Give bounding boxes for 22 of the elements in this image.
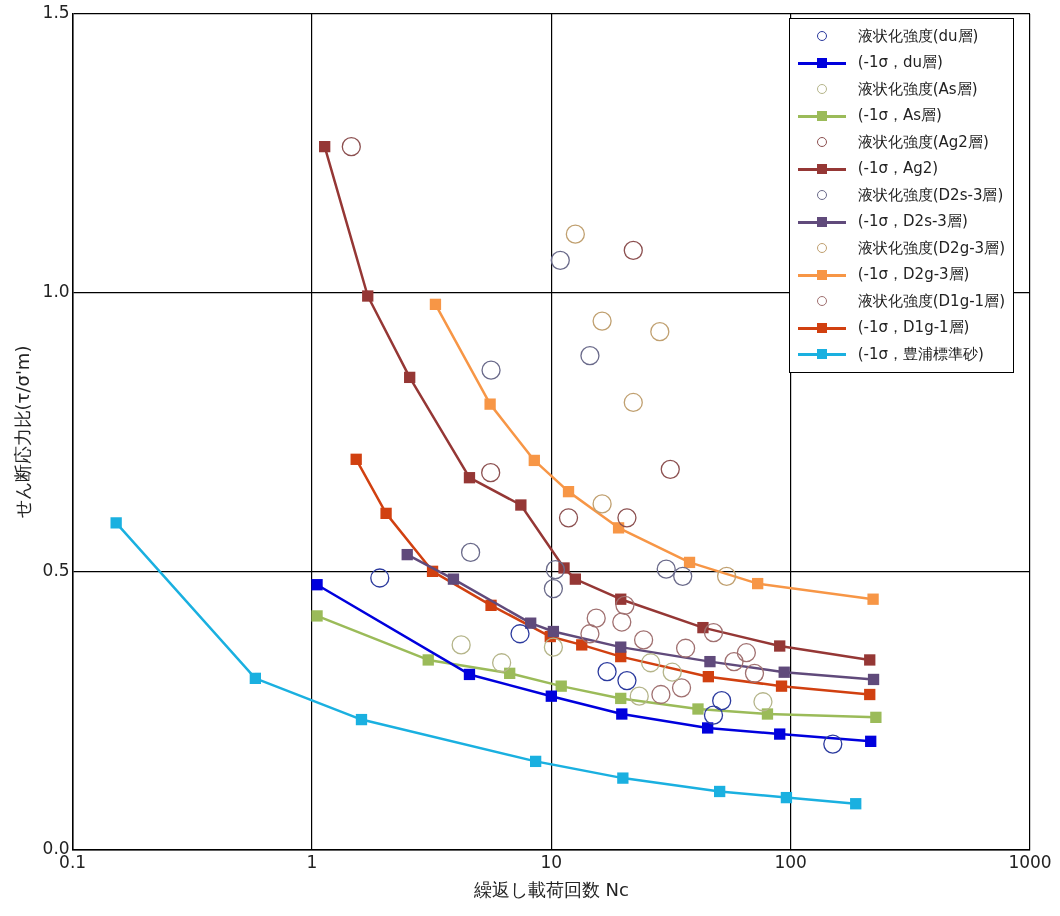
legend-label: 液状化強度(D2g-3層) — [857, 238, 1005, 258]
y-tick-label: 0.5 — [42, 559, 70, 580]
y-tick-label: 1.0 — [42, 281, 70, 302]
legend-label: 液状化強度(D2s-3層) — [857, 185, 1004, 205]
legend-label: 液状化強度(D1g-1層) — [857, 291, 1005, 311]
legend-label: (-1σ，豊浦標準砂) — [857, 344, 984, 364]
x-tick-label: 1000 — [1008, 851, 1052, 872]
x-tick-label: 10 — [540, 851, 563, 872]
legend-label: 液状化強度(du層) — [857, 26, 979, 46]
legend-label: (-1σ，du層) — [857, 53, 943, 73]
x-tick-label: 100 — [774, 851, 807, 872]
y-axis-title: せん断応力比(τ/σ'm) — [12, 345, 34, 519]
legend-label: (-1σ，As層) — [857, 106, 942, 126]
legend-label: (-1σ，D1g-1層) — [857, 318, 970, 338]
legend-label: 液状化強度(As層) — [857, 79, 978, 99]
x-axis-title: 繰返し載荷回数 Nc — [472, 878, 629, 900]
legend-label: 液状化強度(Ag2層) — [857, 132, 989, 152]
legend-label: (-1σ，Ag2) — [857, 159, 939, 179]
y-tick-label: 1.5 — [42, 2, 70, 23]
legend-label: (-1σ，D2s-3層) — [857, 212, 968, 232]
legend-label: (-1σ，D2g-3層) — [857, 265, 970, 285]
x-tick-label: 1 — [306, 851, 318, 872]
